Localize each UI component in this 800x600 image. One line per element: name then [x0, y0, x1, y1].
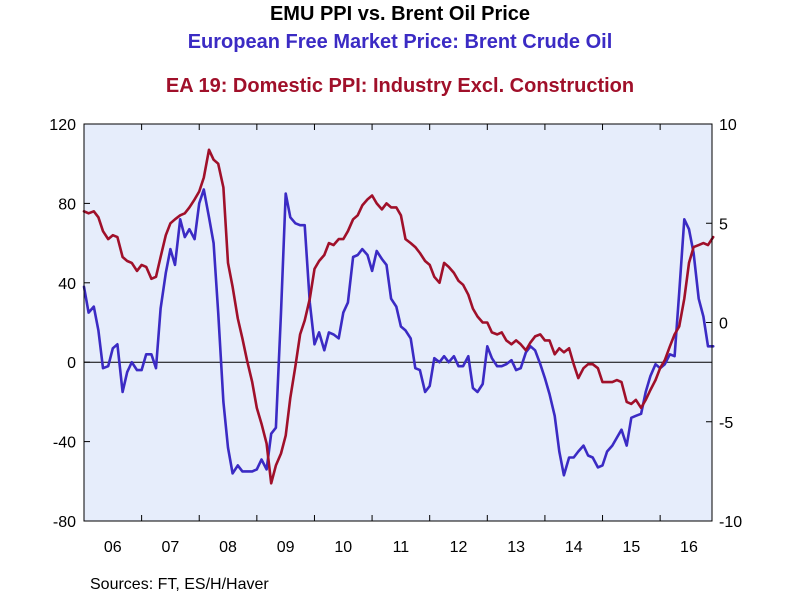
plot-frame	[83, 123, 713, 522]
x-axis-tick-label: 14	[565, 539, 583, 556]
right-axis-tick-label: -5	[719, 415, 733, 432]
chart-title: EMU PPI vs. Brent Oil Price	[269, 3, 531, 25]
plot-area	[83, 123, 713, 522]
right-axis-tick-label: -10	[719, 514, 742, 531]
right-axis-tick-label: 10	[719, 117, 737, 134]
x-axis-tick-label: 08	[219, 539, 237, 556]
right-axis-tick-label: 0	[719, 316, 728, 333]
x-axis-tick-label: 13	[507, 539, 525, 556]
left-axis-tick-label: 40	[58, 276, 76, 293]
x-axis-tick-label: 12	[450, 539, 468, 556]
series-title-brent: European Free Market Price: Brent Crude …	[187, 31, 613, 53]
series-line-ppi	[82, 148, 715, 485]
left-axis-tick-label: 80	[58, 196, 76, 213]
series-line-brent	[82, 188, 715, 477]
left-axis-tick-label: 0	[67, 355, 76, 372]
x-axis-tick-label: 09	[277, 539, 295, 556]
x-axis-tick-label: 10	[334, 539, 352, 556]
x-axis-tick-label: 15	[622, 539, 640, 556]
x-axis-tick-label: 16	[680, 539, 698, 556]
left-axis-tick-label: -80	[53, 514, 76, 531]
left-axis-tick-label: 120	[49, 117, 76, 134]
series-title-ppi: EA 19: Domestic PPI: Industry Excl. Cons…	[165, 75, 635, 97]
x-axis-tick-label: 11	[393, 539, 410, 556]
x-axis-tick-label: 07	[162, 539, 180, 556]
left-axis-tick-label: -40	[53, 435, 76, 452]
x-axis-tick-label: 06	[104, 539, 122, 556]
right-axis-tick-label: 5	[719, 216, 728, 233]
source-note: Sources: FT, ES/H/Haver	[90, 576, 269, 593]
